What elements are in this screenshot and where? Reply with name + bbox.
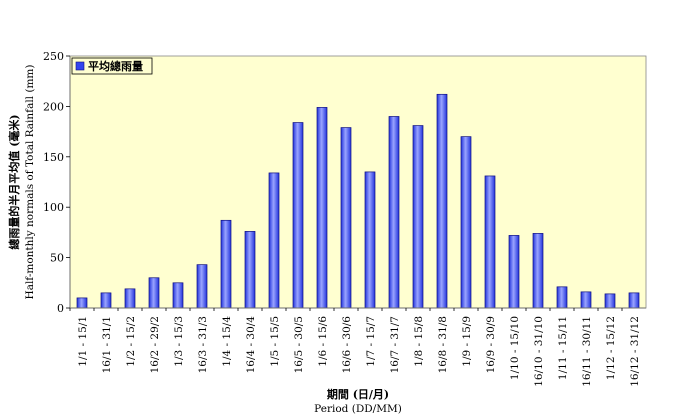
y-axis-title-en: Half-monthly normals of Total Rainfall (… xyxy=(24,65,36,300)
plot-area xyxy=(70,56,646,308)
x-tick-label: 1/2 - 15/2 xyxy=(125,316,137,367)
bar xyxy=(460,136,472,309)
x-tick-label: 1/9 - 15/9 xyxy=(461,316,473,367)
bar xyxy=(292,122,304,309)
bar xyxy=(220,219,232,309)
x-axis-title: 期間 (日/月) xyxy=(327,387,389,401)
x-axis-title-en: Period (DD/MM) xyxy=(314,403,402,415)
bar xyxy=(484,175,496,309)
bar xyxy=(580,291,592,309)
x-tick-label: 16/6 - 30/6 xyxy=(341,316,353,374)
bar xyxy=(316,107,328,309)
bar xyxy=(268,172,280,309)
x-tick-label: 16/3 - 31/3 xyxy=(197,316,209,373)
x-tick-label: 16/9 - 30/9 xyxy=(485,316,497,373)
bar xyxy=(628,292,640,309)
bar xyxy=(76,297,88,309)
legend-label: 平均總雨量 xyxy=(88,59,143,73)
bar xyxy=(340,127,352,309)
bars-layer xyxy=(76,93,640,309)
x-tick-label: 16/11 - 30/11 xyxy=(581,316,593,387)
x-tick-label: 16/1 - 31/1 xyxy=(101,316,113,373)
bar xyxy=(508,235,520,309)
x-tick-label: 1/4 - 15/4 xyxy=(221,316,233,367)
y-tick-label: 200 xyxy=(43,100,64,113)
bar xyxy=(436,93,448,309)
bar xyxy=(148,277,160,309)
bar xyxy=(604,293,616,309)
bar xyxy=(412,125,424,309)
y-tick-label: 0 xyxy=(57,302,64,315)
x-ticks-layer: 1/1 - 15/1 16/1 - 31/1 1/2 - 15/2 16/2 - 29… xyxy=(69,308,641,387)
bar xyxy=(172,282,184,309)
x-tick-label: 1/10 - 15/10 xyxy=(509,316,521,380)
bar xyxy=(532,233,544,309)
y-axis-title: 總雨量的半月平均值 (毫米) xyxy=(7,114,21,249)
x-tick-label: 16/4 - 30/4 xyxy=(245,316,257,374)
x-tick-label: 16/5 - 30/5 xyxy=(293,316,305,373)
y-tick-label: 250 xyxy=(43,50,64,63)
y-tick-label: 150 xyxy=(43,151,64,164)
x-tick-label: 1/6 - 15/6 xyxy=(317,316,329,367)
bar xyxy=(196,264,208,309)
x-tick-label: 1/8 - 15/8 xyxy=(413,316,425,367)
bar xyxy=(124,288,136,309)
x-tick-label: 16/2 - 29/2 xyxy=(149,316,161,373)
legend-swatch xyxy=(75,61,85,71)
x-tick-label: 16/8 - 31/8 xyxy=(437,316,449,373)
legend-box xyxy=(71,57,153,75)
x-tick-label: 16/12 - 31/12 xyxy=(629,316,641,387)
bar xyxy=(556,286,568,309)
bar xyxy=(244,231,256,309)
x-tick-label: 1/5 - 15/5 xyxy=(269,316,281,367)
x-tick-label: 1/12 - 15/12 xyxy=(605,316,617,380)
y-tick-label: 50 xyxy=(50,252,64,265)
bar xyxy=(100,292,112,309)
x-tick-label: 16/7 - 31/7 xyxy=(389,316,401,373)
x-tick-label: 1/3 - 15/3 xyxy=(173,316,185,367)
x-tick-label: 1/11 - 15/11 xyxy=(557,316,569,380)
bar xyxy=(364,171,376,309)
x-tick-label: 16/10 - 31/10 xyxy=(533,316,545,387)
y-ticks-layer: 0 50 100 150 200 250 xyxy=(43,50,70,315)
legend: 平均總雨量 xyxy=(71,57,153,75)
bar xyxy=(388,116,400,309)
x-tick-label: 1/1 - 15/1 xyxy=(77,316,89,367)
y-tick-label: 100 xyxy=(43,201,64,214)
x-tick-label: 1/7 - 15/7 xyxy=(365,316,377,367)
